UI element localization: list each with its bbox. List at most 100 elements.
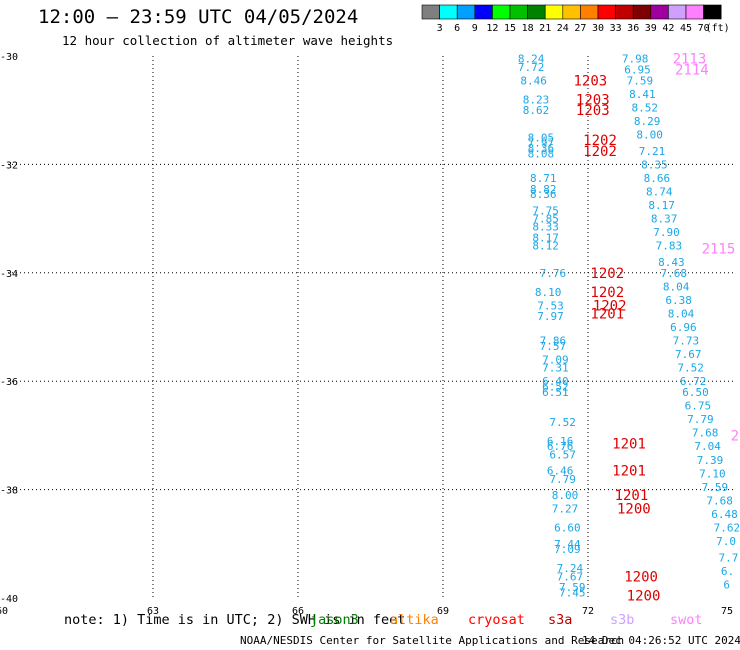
pass-time-label-cryosat: 1202 [583, 133, 617, 149]
swh-value-swot: 6.95 [624, 64, 651, 77]
pass-time-label-cryosat: 1201 [612, 464, 646, 480]
y-tick-label: -34 [0, 269, 18, 280]
swh-value-swot: 7.79 [687, 413, 714, 426]
pass-time-label-cryosat: 1202 [593, 298, 627, 314]
colorbar-tick-label: 12 [486, 23, 498, 34]
swh-value-swot: 7.68 [661, 267, 688, 280]
swh-value-cryosat: 8.71 [530, 172, 557, 185]
swh-value-swot: 8.04 [668, 307, 695, 320]
pass-time-label-cryosat: 1200 [627, 588, 661, 604]
swh-value-swot: 7.68 [706, 494, 733, 507]
swh-value-swot: 8.52 [632, 101, 659, 114]
pass-time-label-cryosat: 1200 [624, 569, 658, 585]
colorbar-tick-label: 30 [592, 23, 604, 34]
x-tick-label: 75 [721, 606, 733, 617]
swh-value-swot: 7.67 [675, 348, 702, 361]
swh-value-swot: 6.48 [711, 508, 738, 521]
swh-value-cryosat: 7.52 [549, 416, 576, 429]
swh-value-swot: 7.68 [692, 427, 719, 440]
swh-value-swot: 6. [721, 565, 734, 578]
credit-text: NOAA/NESDIS Center for Satellite Applica… [240, 634, 625, 647]
pass-time-label-swot: 2113 [673, 52, 707, 68]
swh-value-cryosat: 8.62 [523, 104, 550, 117]
pass-time-label-cryosat: 1201 [615, 488, 649, 504]
swh-value-cryosat: 7.31 [542, 362, 569, 375]
chart-subtitle: 12 hour collection of altimeter wave hei… [62, 33, 394, 48]
swh-value-swot: 8.35 [641, 158, 668, 171]
swh-value-swot: 6.96 [670, 321, 697, 334]
swh-value-swot: 6.50 [682, 386, 709, 399]
pass-time-label-cryosat: 1201 [612, 437, 646, 453]
colorbar-legend: 3 6 9 12 15 18 21 24 27 30 33 36 39 42 45 70(ft) [421, 4, 730, 34]
y-tick-label: -32 [0, 160, 18, 171]
swh-value-cryosat: 7.27 [552, 503, 579, 516]
swh-value-cryosat: 7.44 [554, 538, 581, 551]
swh-value-cryosat: 7.57 [540, 340, 567, 353]
swh-value-swot: 6.38 [665, 294, 692, 307]
colorbar-tick-label: 45 [680, 23, 692, 34]
x-tick-label: 63 [147, 606, 159, 617]
y-tick-label: -30 [0, 52, 18, 63]
swh-value-cryosat: 7.09 [554, 543, 581, 556]
colorbar-tick-label: 39 [645, 23, 657, 34]
pass-time-label-cryosat: 1202 [583, 144, 617, 160]
swh-value-swot: 7.62 [714, 522, 740, 535]
swh-value-swot: 8.17 [648, 199, 675, 212]
swh-value-cryosat: 7.59 [559, 581, 586, 594]
swh-value-cryosat: 6.51 [542, 386, 569, 399]
swh-value-cryosat: 7.53 [537, 299, 564, 312]
swh-value-swot: 8.00 [636, 129, 663, 142]
mission-legend-s3b: s3b [610, 612, 635, 628]
colorbar-tick-label: 27 [574, 23, 586, 34]
swh-value-swot: 8.74 [646, 186, 673, 199]
x-tick-label: 72 [582, 606, 594, 617]
y-tick-label: -38 [0, 486, 18, 497]
colorbar-tick-label: 24 [557, 23, 569, 34]
swh-value-swot: 7.0 [716, 535, 736, 548]
pass-time-label-swot: 2114 [675, 63, 709, 79]
swh-value-swot: 7.83 [656, 240, 683, 253]
swh-value-cryosat: 6.52 [542, 381, 569, 394]
swh-value-cryosat: 8.17 [532, 232, 559, 245]
swh-value-swot: 8.41 [629, 88, 656, 101]
swh-value-swot: 6.75 [685, 400, 712, 413]
swh-value-cryosat: 7.86 [540, 335, 567, 348]
pass-time-label-cryosat: 1203 [574, 73, 608, 89]
swh-value-swot: 7.7 [719, 551, 739, 564]
mission-legend-cryosat: cryosat [468, 612, 525, 628]
swh-value-swot: 7.59 [627, 74, 654, 87]
colorbar-swatch [703, 4, 722, 20]
swh-value-cryosat: 8.46 [520, 74, 547, 87]
mission-legend-altika: altika [390, 612, 439, 628]
swh-value-swot: 6 [723, 578, 730, 591]
colorbar-tick-label: 42 [662, 23, 674, 34]
pass-time-label-cryosat: 1203 [576, 103, 610, 119]
y-tick-label: -36 [0, 377, 18, 388]
pass-time-label-cryosat: 1200 [617, 502, 651, 518]
pass-time-label-cryosat: 1202 [590, 266, 624, 282]
pass-time-label-cryosat: 1201 [590, 306, 624, 322]
swh-value-cryosat: 7.79 [549, 473, 576, 486]
swh-value-cryosat: 8.23 [523, 93, 550, 106]
swh-value-cryosat: 6.16 [547, 435, 574, 448]
swh-value-swot: 8.66 [644, 172, 671, 185]
colorbar-unit: (ft) [706, 23, 730, 34]
swh-value-cryosat: 7.45 [559, 587, 586, 600]
swh-value-cryosat: 8.24 [518, 53, 545, 66]
colorbar-tick-label: 6 [454, 23, 460, 34]
swh-value-swot: 7.10 [699, 467, 726, 480]
swh-value-cryosat: 7.24 [557, 562, 584, 575]
swh-value-swot: 7.98 [622, 53, 649, 66]
swh-value-cryosat: 6.57 [549, 448, 576, 461]
swh-value-swot: 6.72 [680, 375, 707, 388]
swh-value-cryosat: 7.85 [532, 213, 559, 226]
swh-value-swot: 8.29 [634, 115, 661, 128]
colorbar-tick-label: 9 [472, 23, 478, 34]
x-tick-label: 60 [0, 606, 8, 617]
swh-value-cryosat: 6.46 [547, 465, 574, 478]
swh-value-swot: 7.39 [697, 454, 724, 467]
swh-value-cryosat: 8.00 [552, 489, 579, 502]
swh-value-cryosat: 7.97 [537, 310, 564, 323]
colorbar-tick-label: 18 [522, 23, 534, 34]
